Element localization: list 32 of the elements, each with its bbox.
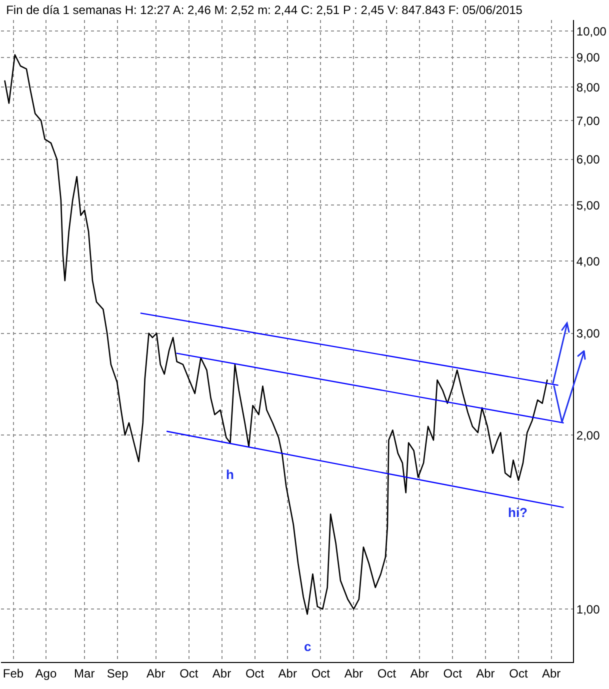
x-tick-label: Oct — [245, 666, 265, 680]
x-tick-label: Abr — [344, 666, 364, 680]
x-tick-label: Ago — [35, 666, 57, 680]
y-tick-label: 3,00 — [576, 326, 600, 340]
y-tick-label: 9,00 — [576, 50, 600, 65]
x-tick-label: Abr — [146, 666, 166, 680]
y-tick-label: 8,00 — [576, 80, 600, 94]
line-series — [4, 54, 548, 615]
annotation: hi? — [508, 505, 528, 520]
annotation: c — [304, 639, 312, 654]
x-tick-label: Mar — [74, 666, 95, 680]
x-tick-label: Abr — [410, 666, 429, 680]
x-tick-label: Oct — [509, 666, 528, 680]
y-tick-label: 4,00 — [576, 254, 600, 268]
x-tick-label: Abr — [542, 666, 561, 680]
x-tick-label: Sep — [106, 666, 129, 680]
x-tick-label: Abr — [476, 666, 495, 680]
x-tick-label: Abr — [278, 666, 297, 680]
y-tick-label: 7,00 — [576, 114, 600, 128]
x-tick-label: Abr — [212, 666, 232, 680]
annotation: h — [226, 467, 234, 482]
y-tick-label: 5,00 — [576, 198, 600, 212]
y-tick-label: 6,00 — [576, 152, 600, 166]
x-tick-label: Oct — [377, 666, 397, 680]
x-tick-label: Oct — [443, 666, 463, 680]
x-tick-label: Feb — [2, 666, 24, 680]
y-tick-label: 2,00 — [576, 428, 600, 442]
y-tick-label: 10,00 — [576, 24, 607, 38]
x-tick-label: Oct — [311, 666, 331, 680]
chart-title: Fin de día 1 semanas H: 12:27 A: 2,46 M: 2,52 m: 2,44 C: 2,51 P : 2,45 V: 847.843 F: 05/06/2015 — [6, 2, 523, 17]
x-tick-label: Oct — [180, 666, 199, 680]
y-tick-label: 1,00 — [576, 602, 600, 616]
